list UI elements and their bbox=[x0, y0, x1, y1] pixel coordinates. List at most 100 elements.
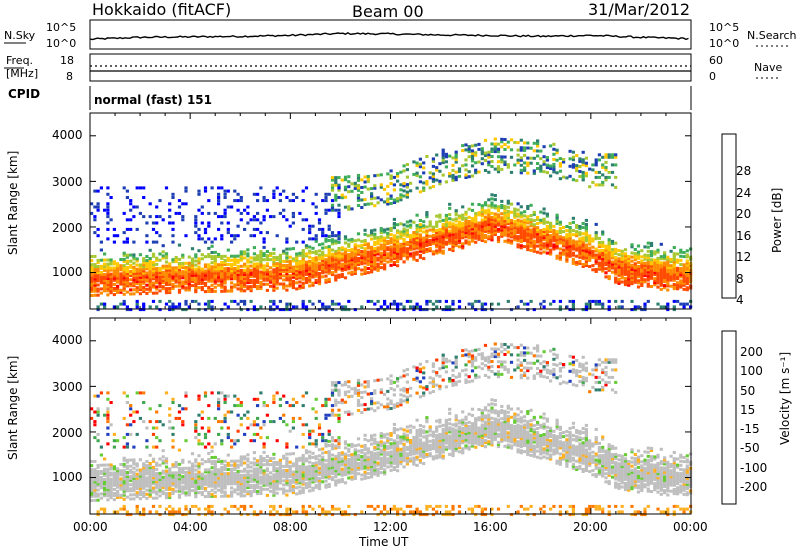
power-cell bbox=[145, 273, 149, 277]
velocity-cell bbox=[203, 460, 208, 464]
power-cell bbox=[213, 279, 217, 283]
power-cell bbox=[327, 224, 331, 228]
power-cell bbox=[99, 287, 103, 291]
velocity-cell bbox=[233, 439, 237, 443]
power-cell bbox=[151, 265, 156, 268]
power-cell bbox=[542, 244, 546, 248]
velocity-cell bbox=[151, 504, 156, 508]
power-cell bbox=[314, 258, 318, 262]
power-cell bbox=[373, 257, 377, 261]
power-cell bbox=[591, 168, 595, 172]
power-cell bbox=[200, 271, 204, 275]
power-cell bbox=[298, 274, 302, 278]
velocity-cell bbox=[210, 449, 214, 453]
power-cell bbox=[177, 278, 182, 282]
power-cell bbox=[327, 280, 331, 283]
power-cell bbox=[272, 189, 276, 193]
power-cell bbox=[653, 273, 657, 276]
power-cell bbox=[431, 227, 435, 231]
power-cell bbox=[506, 220, 510, 224]
power-cell bbox=[663, 305, 667, 309]
power-cell bbox=[669, 278, 673, 282]
velocity-cell bbox=[256, 397, 260, 401]
power-cell bbox=[233, 254, 237, 258]
power-cell bbox=[168, 266, 172, 270]
velocity-cell bbox=[256, 461, 260, 465]
power-cell bbox=[448, 206, 452, 210]
power-cell bbox=[656, 256, 660, 260]
velocity-cell bbox=[93, 494, 97, 498]
power-cell bbox=[301, 269, 305, 273]
power-cell bbox=[239, 254, 243, 258]
power-cell bbox=[269, 266, 273, 270]
velocity-cell bbox=[213, 460, 217, 463]
power-cell bbox=[425, 182, 429, 186]
velocity-cell bbox=[298, 479, 302, 483]
power-cell bbox=[340, 272, 344, 276]
power-cell bbox=[278, 299, 282, 303]
power-cell bbox=[483, 201, 488, 205]
power-cell bbox=[311, 281, 315, 285]
velocity-cell bbox=[171, 465, 175, 469]
power-cell bbox=[575, 166, 579, 170]
power-cell bbox=[467, 207, 471, 211]
power-cell bbox=[301, 271, 305, 275]
power-cell bbox=[207, 224, 211, 228]
velocity-cell bbox=[155, 472, 159, 475]
power-cell bbox=[132, 261, 136, 265]
power-cell bbox=[171, 260, 175, 264]
power-cell bbox=[317, 308, 322, 312]
velocity-cell bbox=[151, 474, 156, 478]
power-cell bbox=[396, 245, 400, 249]
power-cell bbox=[256, 218, 260, 222]
power-cell bbox=[392, 250, 396, 254]
power-cell bbox=[317, 257, 322, 261]
velocity-cell bbox=[246, 410, 250, 414]
power-cell bbox=[226, 205, 230, 209]
power-cell bbox=[249, 285, 253, 289]
power-cell bbox=[230, 234, 234, 238]
power-cell bbox=[187, 265, 191, 269]
power-cell bbox=[243, 279, 247, 283]
power-cell bbox=[295, 264, 299, 268]
power-cell bbox=[181, 272, 185, 276]
power-cell bbox=[158, 277, 162, 281]
power-cell bbox=[496, 215, 501, 219]
velocity-cell bbox=[109, 488, 113, 491]
power-cell bbox=[565, 245, 569, 249]
power-cell bbox=[129, 308, 133, 312]
velocity-cell bbox=[116, 479, 120, 483]
power-cell bbox=[545, 214, 549, 218]
velocity-cell bbox=[155, 482, 159, 486]
velocity-cell bbox=[249, 469, 253, 473]
power-cell bbox=[562, 238, 566, 242]
velocity-cell bbox=[187, 489, 191, 493]
power-cell bbox=[610, 153, 615, 157]
power-cell bbox=[487, 204, 491, 208]
velocity-cell bbox=[122, 462, 126, 466]
power-cell bbox=[418, 253, 422, 257]
velocity-cell bbox=[288, 479, 292, 483]
power-cell bbox=[467, 228, 471, 232]
power-cell bbox=[617, 267, 621, 271]
velocity-cell bbox=[285, 460, 289, 464]
power-cell bbox=[649, 244, 654, 247]
power-cell bbox=[653, 260, 657, 264]
power-cell bbox=[597, 265, 601, 269]
power-cell bbox=[474, 220, 478, 224]
power-cell bbox=[558, 227, 562, 230]
velocity-cell bbox=[122, 477, 126, 481]
power-cell bbox=[451, 156, 455, 160]
power-cell bbox=[633, 264, 637, 268]
power-cell bbox=[90, 202, 94, 206]
velocity-cell bbox=[145, 464, 149, 468]
power-cell bbox=[376, 246, 380, 250]
power-cell bbox=[405, 234, 409, 238]
power-cell bbox=[415, 171, 419, 175]
power-cell bbox=[506, 205, 510, 209]
power-cell bbox=[523, 220, 527, 224]
velocity-cell bbox=[119, 495, 123, 499]
velocity-cell bbox=[106, 420, 110, 424]
velocity-cell bbox=[259, 510, 263, 514]
power-cell bbox=[327, 251, 331, 255]
